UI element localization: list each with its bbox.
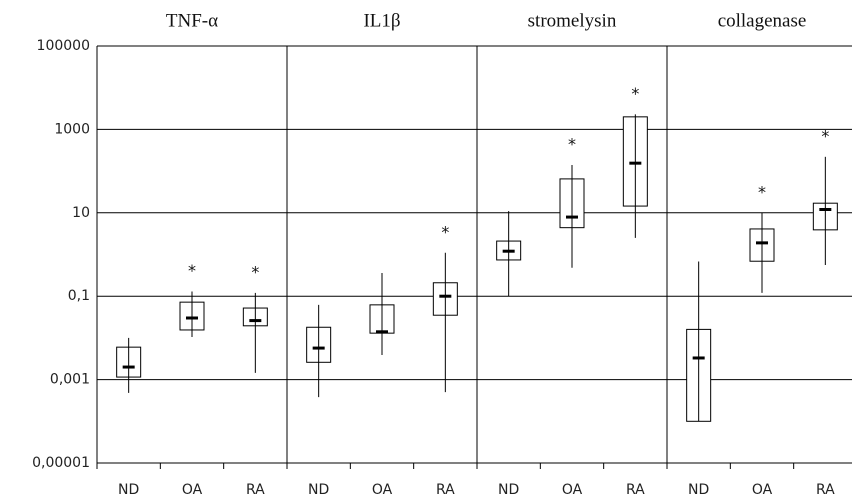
x-tick-label: OA (182, 482, 203, 498)
significance-marker: * (188, 261, 196, 280)
y-tick-label: 0,001 (50, 372, 90, 388)
y-tick-label: 1000 (54, 121, 90, 137)
panel-title: TNF-α (166, 10, 218, 31)
significance-marker: * (821, 126, 829, 145)
significance-marker: * (441, 222, 449, 241)
y-tick-label: 0,1 (68, 288, 90, 304)
panel-title: collagenase (718, 10, 807, 31)
panel-title: IL1β (363, 10, 400, 31)
x-tick-label: RA (816, 482, 835, 498)
significance-marker: * (251, 262, 259, 281)
significance-marker: * (758, 182, 766, 201)
significance-marker: * (631, 84, 639, 103)
x-tick-label: OA (562, 482, 583, 498)
significance-marker: * (568, 135, 576, 154)
x-tick-label: OA (372, 482, 393, 498)
x-tick-label: ND (688, 482, 709, 498)
y-tick-label: 100000 (37, 38, 90, 54)
x-tick-label: RA (246, 482, 265, 498)
x-tick-label: ND (308, 482, 329, 498)
x-tick-label: ND (118, 482, 139, 498)
x-tick-label: OA (752, 482, 773, 498)
x-tick-label: RA (626, 482, 645, 498)
x-tick-label: RA (436, 482, 455, 498)
x-tick-label: ND (498, 482, 519, 498)
panel-title: stromelysin (528, 10, 617, 31)
y-tick-label: 10 (72, 205, 90, 221)
y-tick-label: 0,00001 (32, 455, 90, 471)
